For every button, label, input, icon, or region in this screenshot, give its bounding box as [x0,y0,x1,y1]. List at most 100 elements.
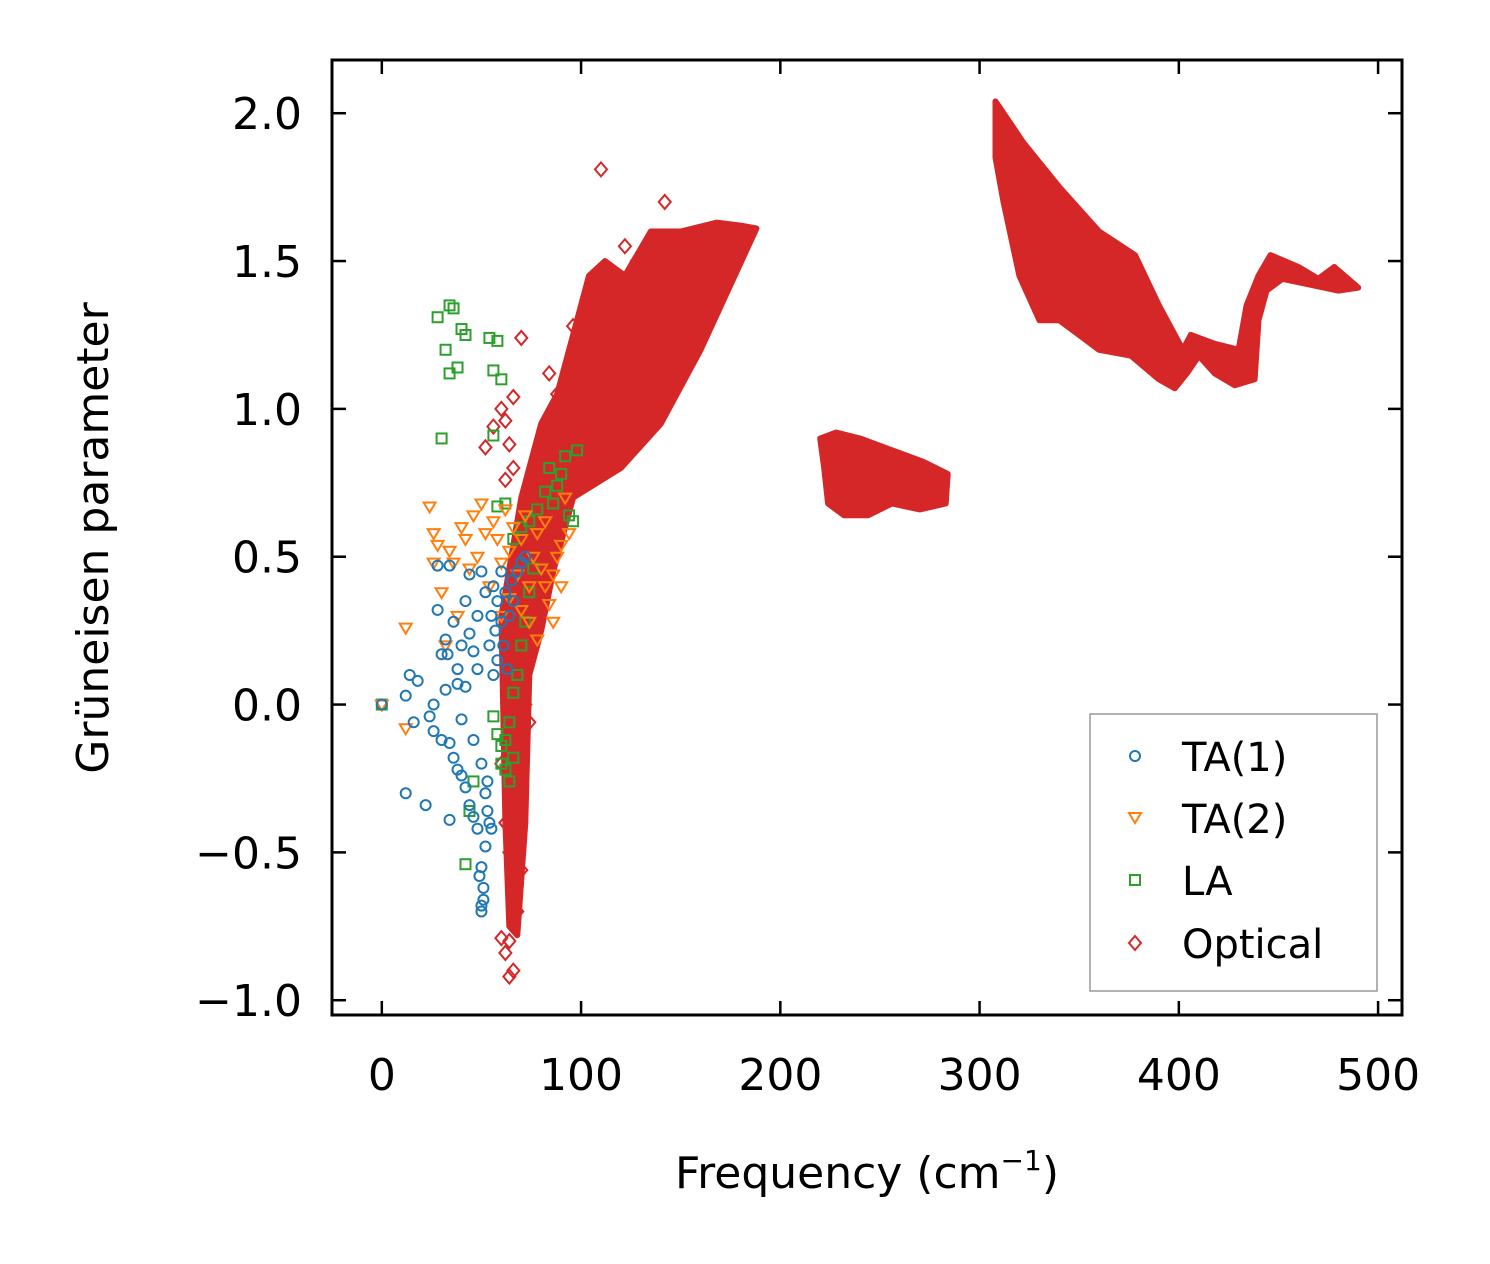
point-ta-2 [505,522,522,536]
point-ta-2 [529,634,545,648]
point-la [499,497,512,510]
point-ta-1 [477,881,490,894]
point-ta-1 [375,698,388,711]
point-la [495,373,508,386]
point-la [503,716,516,729]
point-ta-1 [471,822,484,835]
point-la [543,462,556,475]
point-la [571,444,584,457]
point-ta-1 [501,663,514,676]
point-optical [502,932,517,950]
point-ta-2 [517,510,534,524]
point-ta-1 [489,624,502,637]
point-la [459,858,472,871]
x-tick-label: 0 [368,1050,396,1101]
point-ta-1 [439,633,452,646]
point-ta-1 [455,639,468,652]
y-axis-title: Grüneisen parameter [68,301,119,773]
point-ta-1 [431,559,444,572]
legend-label-optical: Optical [1182,922,1323,968]
point-ta-1 [459,680,472,693]
optical-region [498,219,760,939]
x-axis-title: Frequency (cm−1) [675,1144,1059,1199]
point-ta-2 [533,563,549,577]
point-la [511,668,524,681]
y-tick-label: 1.0 [232,385,302,436]
point-ta-2 [429,539,446,553]
legend-marker-ta1 [1129,750,1141,762]
point-optical [513,329,529,347]
point-optical [478,438,493,456]
point-ta-2 [553,581,569,595]
point-ta-2 [397,723,414,737]
point-ta-1 [399,787,412,800]
point-ta-2 [473,498,490,512]
y-tick-label: −0.5 [195,828,302,879]
point-ta-1 [431,603,444,616]
point-ta-1 [487,668,500,681]
point-optical [517,696,533,714]
point-ta-1 [451,677,464,690]
point-ta-1 [467,810,480,823]
point-ta-1 [467,734,480,747]
point-la [431,311,444,324]
point-ta-1 [467,645,480,658]
point-la [507,751,520,764]
point-ta-1 [491,595,504,608]
legend-marker-ta2 [1127,812,1143,825]
legend-marker-la [1129,874,1141,886]
point-ta-2 [545,616,561,630]
point-ta-1 [507,595,520,608]
optical-region [992,98,1362,392]
point-ta-1 [423,710,436,723]
point-la [491,334,504,347]
point-la [487,429,500,442]
point-ta-1 [505,574,518,587]
point-la [491,500,504,513]
point-ta-2 [425,557,442,571]
plot-frame [330,58,1404,1017]
point-ta-1 [519,550,532,563]
point-ta-1 [441,648,454,661]
point-la [483,331,496,344]
point-ta-2 [457,533,474,547]
point-la [547,497,560,510]
point-optical [494,929,509,947]
point-ta-1 [479,586,492,599]
point-ta-1 [475,899,488,912]
optical-region [817,429,951,519]
point-ta-1 [411,674,424,687]
point-optical [486,418,501,436]
point-ta-1 [481,775,494,788]
point-ta-2 [513,604,530,618]
point-ta-2 [489,533,506,547]
point-ta-1 [427,725,440,738]
point-la [487,364,500,377]
point-ta-1 [483,816,496,829]
point-ta-1 [491,654,504,667]
point-ta-2 [421,501,438,515]
point-la [567,515,580,528]
point-ta-1 [503,609,516,622]
point-la [451,361,464,374]
legend-label-ta2: TA(2) [1181,797,1287,843]
point-ta-2 [441,545,458,559]
point-ta-1 [407,716,420,729]
point-ta-1 [463,627,476,640]
point-optical [513,861,529,879]
point-la [443,299,456,312]
optical-dense-regions [498,98,1362,939]
point-la [447,302,460,315]
y-tick-label: 0.5 [232,533,302,584]
point-la [555,467,568,480]
x-tick-label: 200 [738,1050,822,1101]
point-optical [494,400,509,418]
point-ta-2 [493,557,510,571]
point-ta-2 [553,539,569,553]
point-optical [498,471,513,489]
point-la [559,450,572,463]
point-ta-1 [483,639,496,652]
point-ta-1 [447,751,460,764]
point-ta-1 [471,609,484,622]
point-ta-1 [471,663,484,676]
